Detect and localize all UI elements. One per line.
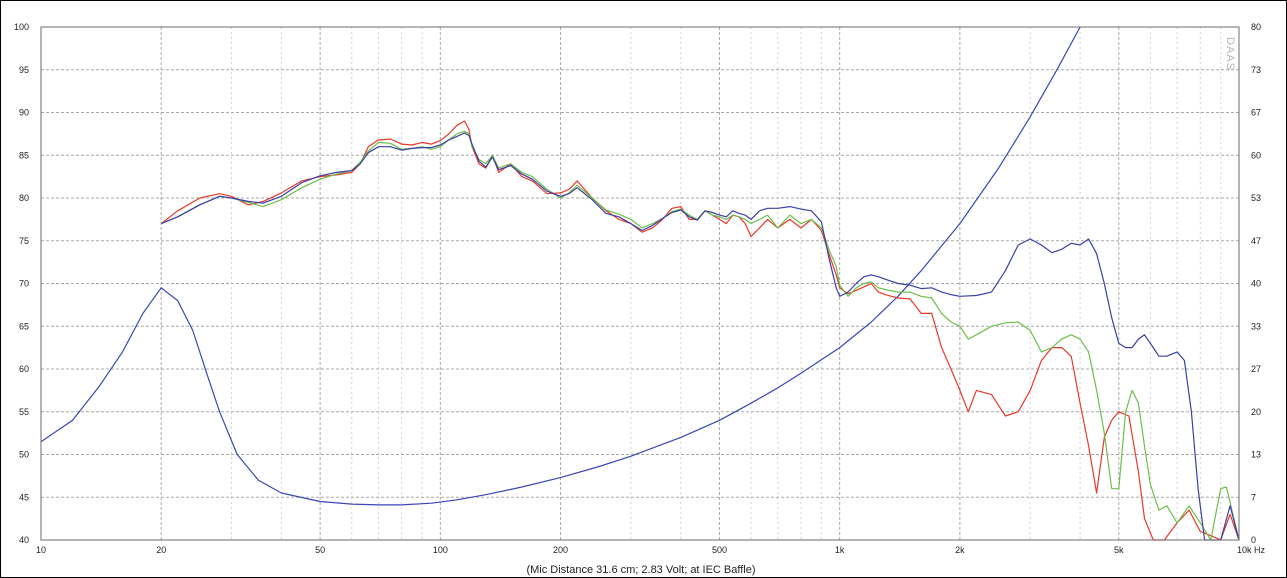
y-right-tick-label: 67 (1251, 108, 1261, 118)
y-right-tick-label: 27 (1251, 364, 1261, 374)
y-right-tick-label: 20 (1251, 407, 1261, 417)
series-line-blue (160, 132, 1240, 541)
y-left-tick-label: 55 (19, 407, 29, 417)
x-tick-label: 10 (36, 545, 46, 555)
y-right-tick-label: 53 (1251, 193, 1261, 203)
y-left-tick-label: 60 (19, 364, 29, 374)
series-line-impedance (40, 26, 1081, 506)
y-right-tick-label: 60 (1251, 150, 1261, 160)
y-left-tick-label: 90 (19, 108, 29, 118)
series-layer (40, 26, 1240, 541)
y-right-tick-label: 0 (1251, 535, 1256, 545)
x-tick-label: 50 (315, 545, 325, 555)
x-tick-label: 100 (433, 545, 448, 555)
y-right-tick-label: 40 (1251, 279, 1261, 289)
y-left-tick-label: 45 (19, 492, 29, 502)
plot-area (41, 27, 1239, 540)
x-tick-label: 10k Hz (1237, 545, 1266, 555)
y-left-tick-label: 50 (19, 450, 29, 460)
x-tick-label: 1k (835, 545, 845, 555)
y-left-tick-label: 100 (14, 22, 29, 32)
y-left-tick-label: 70 (19, 279, 29, 289)
x-tick-label: 5k (1114, 545, 1124, 555)
y-right-tick-label: 80 (1251, 22, 1261, 32)
y-right-tick-label: 33 (1251, 321, 1261, 331)
y-left-tick-label: 65 (19, 321, 29, 331)
y-left-tick-label: 40 (19, 535, 29, 545)
x-tick-label: 200 (553, 545, 568, 555)
y-right-tick-label: 7 (1251, 492, 1256, 502)
daas-watermark: DAAS (1224, 37, 1236, 71)
chart-caption: (Mic Distance 31.6 cm; 2.83 Volt; at IEC… (526, 564, 755, 576)
x-tick-label: 500 (712, 545, 727, 555)
y-left-tick-label: 80 (19, 193, 29, 203)
x-tick-label: 2k (955, 545, 965, 555)
plot-border (40, 26, 1240, 541)
y-left-tick-label: 85 (19, 150, 29, 160)
y-right-tick-label: 47 (1251, 236, 1261, 246)
y-right-tick-label: 13 (1251, 450, 1261, 460)
axis-tick-labels: 10 20 50 100 200 500 1k 2k 5k 10k Hz4045505560657… (14, 22, 1266, 555)
y-right-tick-label: 73 (1251, 65, 1261, 75)
y-left-tick-label: 75 (19, 236, 29, 246)
y-left-tick-label: 95 (19, 65, 29, 75)
x-tick-label: 20 (156, 545, 166, 555)
